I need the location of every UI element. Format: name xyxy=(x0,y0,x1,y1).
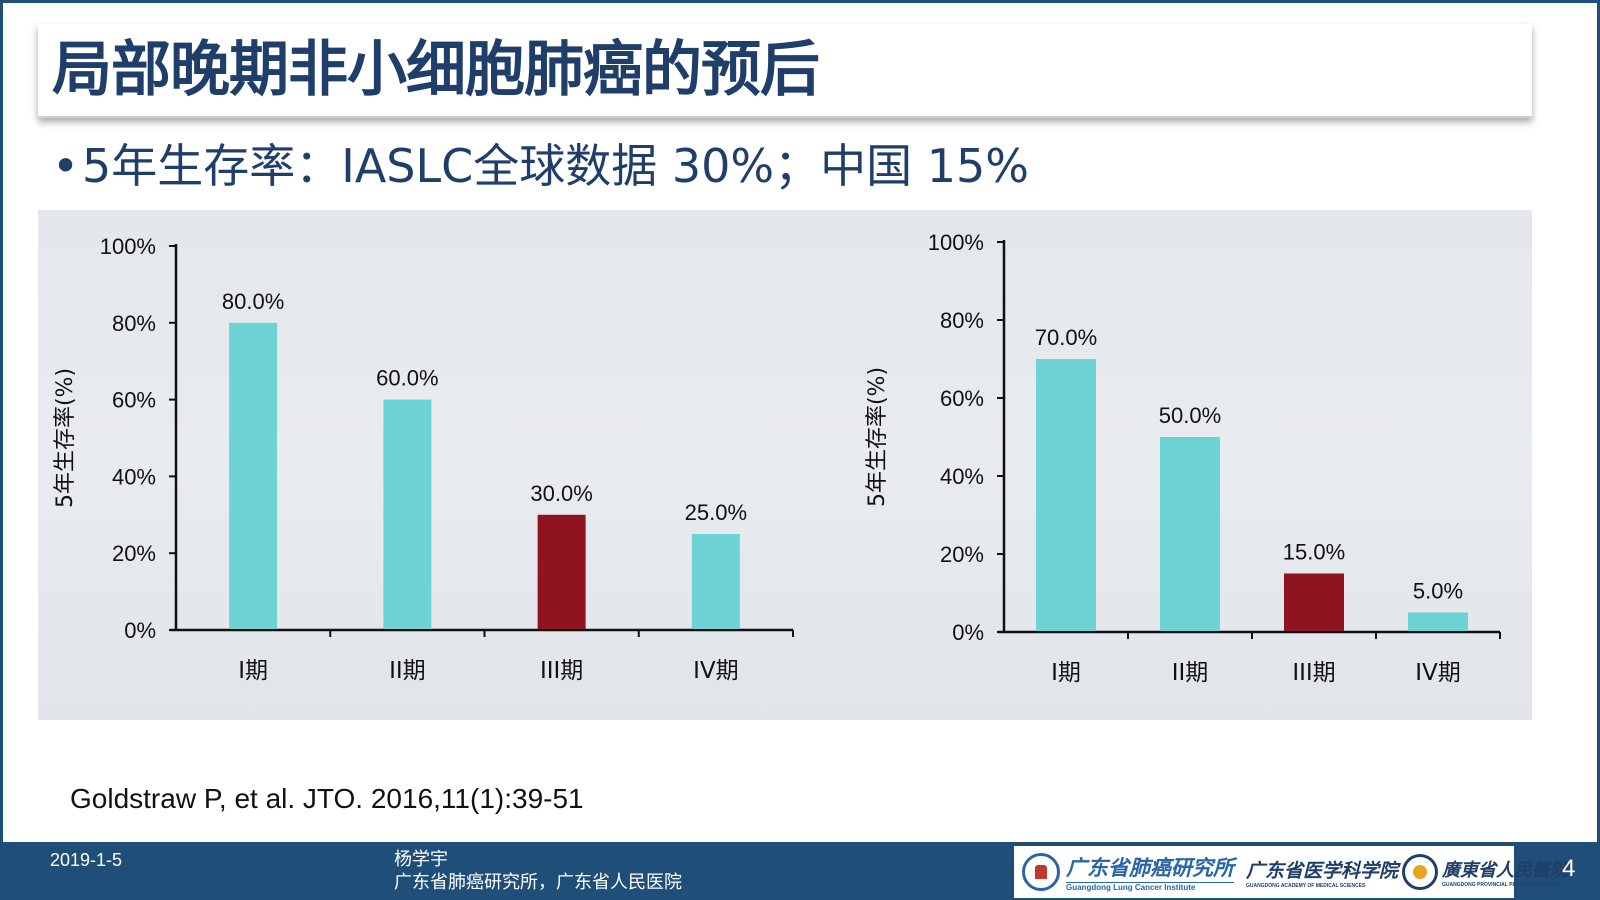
chart2-bar xyxy=(1160,437,1220,631)
chart1-category-label: IV期 xyxy=(693,658,739,684)
page-number: 4 xyxy=(1562,855,1576,882)
chart1-y-axis-label: 5年生存率(%) xyxy=(53,368,78,508)
chart1-y-tick-label: 40% xyxy=(112,464,156,489)
bullet-text: 5年生存率：IASLC全球数据 30%；中国 15% xyxy=(82,139,1029,193)
chart2-y-axis-label: 5年生存率(%) xyxy=(865,367,890,507)
chart1-data-label: 80.0% xyxy=(222,289,284,314)
chart2-y-tick-label: 60% xyxy=(940,386,984,411)
academy-logo: 广东省医学科学院 GUANGDONG ACADEMY OF MEDICAL SC… xyxy=(1234,856,1398,889)
footer-date: 2019-1-5 xyxy=(50,850,123,870)
hospital-emblem-icon xyxy=(1402,854,1439,890)
footer-author: 杨学宇 广东省肺癌研究所，广东省人民医院 xyxy=(394,848,682,894)
chart2-category-label: III期 xyxy=(1292,660,1335,686)
footer: 2019-1-5 杨学宇 广东省肺癌研究所，广东省人民医院 广东省肺癌研究所 G… xyxy=(0,842,1600,900)
chart1-y-tick-label: 60% xyxy=(112,388,156,413)
chart1-y-tick-label: 80% xyxy=(112,311,156,336)
chart2-y-tick-label: 40% xyxy=(940,464,984,489)
chart1-y-tick-label: 0% xyxy=(124,618,156,643)
chart2-category-label: II期 xyxy=(1172,660,1209,686)
chart1-bar xyxy=(537,514,586,629)
logo-strip: 广东省肺癌研究所 Guangdong Lung Cancer Institute… xyxy=(1014,846,1568,898)
chart2-y-tick-label: 80% xyxy=(940,308,984,333)
chart2-data-label: 70.0% xyxy=(1035,325,1097,350)
page-title: 局部晚期非小细胞肺癌的预后 xyxy=(52,35,820,105)
hospital-name: 廣東省人民醫院 xyxy=(1442,860,1569,881)
hospital-logo: 廣東省人民醫院 GUANGDONG PROVINCIAL PEOPLE'S HO… xyxy=(1398,854,1568,890)
chart2-y-tick-label: 100% xyxy=(928,230,984,255)
chart2-y-tick-label: 20% xyxy=(940,542,984,567)
chart1-data-label: 30.0% xyxy=(530,481,592,506)
chart1-data-label: 60.0% xyxy=(376,366,438,391)
chart2-data-label: 5.0% xyxy=(1413,579,1463,604)
chart2-y-tick-label: 0% xyxy=(952,620,984,645)
chart2-category-label: I期 xyxy=(1051,660,1081,686)
citation: Goldstraw P, et al. JTO. 2016,11(1):39-5… xyxy=(70,783,584,814)
hospital-name-en: GUANGDONG PROVINCIAL PEOPLE'S HOSPITAL xyxy=(1442,882,1561,888)
chart1-y-tick-label: 100% xyxy=(100,234,156,259)
chart1-category-label: II期 xyxy=(389,658,426,684)
academy-name-en: GUANGDONG ACADEMY OF MEDICAL SCIENCES xyxy=(1246,882,1366,889)
chart-panel: 0% 20% 40% 60% 80% 100% 5年生存率(%) 80.0% I期 60.0% II… xyxy=(38,210,1532,720)
chart1-y-tick-label: 20% xyxy=(112,541,156,566)
chart1-bar xyxy=(383,399,432,629)
academy-name: 广东省医学科学院 xyxy=(1246,859,1399,882)
chart2-bar xyxy=(1036,359,1096,631)
chart1-bar xyxy=(691,534,740,629)
chart2-bar xyxy=(1408,612,1468,631)
lung-cancer-institute-logo: 广东省肺癌研究所 Guangdong Lung Cancer Institute xyxy=(1014,852,1234,892)
lung-institute-emblem-icon xyxy=(1022,853,1060,891)
chart1-bar xyxy=(229,322,278,629)
lung-institute-name-en: Guangdong Lung Cancer Institute xyxy=(1066,882,1234,892)
chart2-category-label: IV期 xyxy=(1415,660,1461,686)
title-bar: 局部晚期非小细胞肺癌的预后 xyxy=(38,24,1532,118)
chart2-data-label: 15.0% xyxy=(1283,540,1345,565)
chart1-category-label: III期 xyxy=(540,658,583,684)
bullet-point: •5年生存率：IASLC全球数据 30%；中国 15% xyxy=(52,136,1029,196)
chart1-data-label: 25.0% xyxy=(685,500,747,525)
chart2-bar xyxy=(1284,573,1344,631)
lung-institute-name: 广东省肺癌研究所 xyxy=(1066,855,1234,880)
bullet-dot-icon: • xyxy=(52,139,80,193)
author-name: 杨学宇 xyxy=(394,849,448,870)
chart1-category-label: I期 xyxy=(238,658,268,684)
author-affiliation: 广东省肺癌研究所，广东省人民医院 xyxy=(394,872,682,893)
survival-charts: 0% 20% 40% 60% 80% 100% 5年生存率(%) 80.0% I期 60.0% II… xyxy=(53,230,1501,686)
chart2-data-label: 50.0% xyxy=(1159,403,1221,428)
